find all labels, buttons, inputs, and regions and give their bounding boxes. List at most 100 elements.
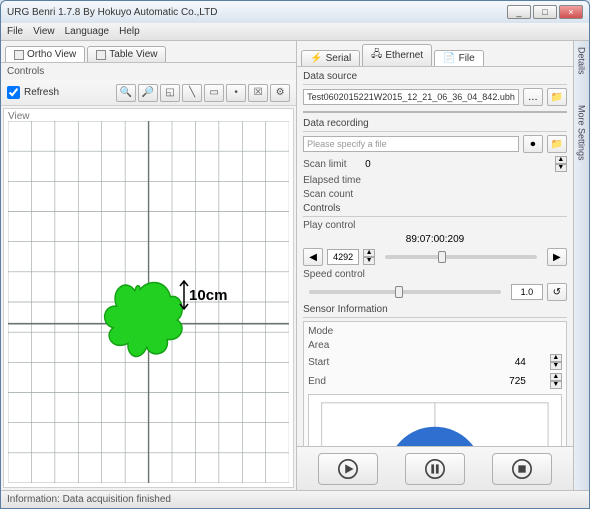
- tab-ethernet[interactable]: 🖧Ethernet: [362, 44, 432, 66]
- side-tabs: Details More Settings: [573, 41, 589, 490]
- end-spinner[interactable]: ▲▼: [550, 373, 562, 389]
- pie-svg: -135(deg)+135(deg): [309, 395, 561, 446]
- sidetab-details[interactable]: Details: [576, 47, 586, 75]
- left-tabs: Ortho View Table View: [1, 41, 296, 63]
- tool-line-button[interactable]: ╲: [182, 84, 202, 102]
- frame-value[interactable]: 4292: [327, 249, 359, 265]
- data-source-title: Data source: [303, 71, 567, 85]
- record-button[interactable]: ⏺: [523, 135, 543, 153]
- tab-serial[interactable]: ⚡Serial: [301, 50, 360, 66]
- menu-bar: File View Language Help: [1, 23, 589, 41]
- tool-rect-button[interactable]: ▭: [204, 84, 224, 102]
- tool-point-button[interactable]: •: [226, 84, 246, 102]
- window-title: URG Benri 1.7.8 By Hokuyo Automatic Co.,…: [7, 7, 507, 18]
- zoom-in-button[interactable]: 🔍: [116, 84, 136, 102]
- open-source-button[interactable]: …: [523, 88, 543, 106]
- zoom-out-button[interactable]: 🔎: [138, 84, 158, 102]
- recording-field[interactable]: Please specify a file: [303, 136, 519, 152]
- file-icon: 📄: [443, 53, 455, 64]
- folder-icon: 📁: [551, 92, 563, 103]
- scan-limit-label: Scan limit: [303, 159, 361, 170]
- tab-file[interactable]: 📄File: [434, 50, 484, 66]
- timestamp-value: 89:07:00:209: [406, 234, 464, 245]
- data-source-field[interactable]: Test0602015221W2015_12_21_06_36_04_842.u…: [303, 89, 519, 105]
- browse-record-button[interactable]: 📁: [547, 135, 567, 153]
- start-value: 44: [370, 357, 546, 368]
- folder-icon-2: 📁: [551, 139, 563, 150]
- zoom-fit-button[interactable]: ◱: [160, 84, 180, 102]
- controls-row: Refresh 🔍 🔎 ◱ ╲ ▭ • ☒ ⚙: [1, 80, 296, 106]
- speed-slider[interactable]: [309, 290, 501, 294]
- elapsed-label: Elapsed time: [303, 175, 361, 186]
- player-controls: [297, 446, 573, 490]
- step-fwd-button[interactable]: ▶: [547, 248, 567, 266]
- tab-serial-label: Serial: [326, 53, 352, 64]
- main-columns: Ortho View Table View Controls Refresh 🔍…: [1, 41, 589, 490]
- start-spinner[interactable]: ▲▼: [550, 354, 562, 370]
- tool-settings-button[interactable]: ⚙: [270, 84, 290, 102]
- browse-source-button[interactable]: 📁: [547, 88, 567, 106]
- speed-slider-row: 1.0 ↺: [303, 283, 567, 301]
- area-diagram: -135(deg)+135(deg): [308, 394, 562, 446]
- app-window: URG Benri 1.7.8 By Hokuyo Automatic Co.,…: [0, 0, 590, 509]
- tab-table-label: Table View: [109, 49, 157, 60]
- menu-file[interactable]: File: [7, 26, 23, 37]
- grid-plot: [8, 121, 289, 483]
- data-recording-row: Please specify a file ⏺ 📁: [303, 135, 567, 153]
- start-label: Start: [308, 357, 366, 368]
- step-back-button[interactable]: ◀: [303, 248, 323, 266]
- left-panel: Ortho View Table View Controls Refresh 🔍…: [1, 41, 297, 490]
- right-panel: ⚡Serial 🖧Ethernet 📄File Data source Test…: [297, 41, 573, 490]
- speed-control-label: Speed control: [303, 269, 567, 280]
- tab-ethernet-label: Ethernet: [385, 50, 423, 61]
- play-button[interactable]: [318, 453, 378, 485]
- frame-slider[interactable]: [385, 255, 537, 259]
- pause-button[interactable]: [405, 453, 465, 485]
- tab-ortho-label: Ortho View: [27, 49, 76, 60]
- data-source-row: Test0602015221W2015_12_21_06_36_04_842.u…: [303, 88, 567, 106]
- sidetab-more[interactable]: More Settings: [576, 105, 586, 161]
- tab-table-view[interactable]: Table View: [87, 46, 166, 62]
- window-buttons: _ □ ×: [507, 5, 583, 19]
- speed-thumb[interactable]: [395, 286, 403, 298]
- connection-tabs: ⚡Serial 🖧Ethernet 📄File: [297, 41, 573, 67]
- record-icon: ⏺: [530, 139, 535, 150]
- sensor-info-box: Mode Area Start44▲▼ End725▲▼ -135(deg)+1…: [303, 321, 567, 446]
- end-label: End: [308, 376, 366, 387]
- close-button[interactable]: ×: [559, 5, 583, 19]
- speed-value[interactable]: 1.0: [511, 284, 543, 300]
- scan-limit-value: 0: [365, 159, 371, 170]
- play-control-label: Play control: [303, 220, 567, 231]
- refresh-label: Refresh: [24, 87, 59, 98]
- refresh-checkbox[interactable]: Refresh: [7, 86, 59, 99]
- scale-label: 10cm: [189, 287, 227, 304]
- tab-ortho-view[interactable]: Ortho View: [5, 46, 85, 62]
- menu-language[interactable]: Language: [65, 26, 110, 37]
- load-progress: [303, 111, 567, 113]
- stop-button[interactable]: [492, 453, 552, 485]
- frame-spinner[interactable]: ▲▼: [363, 249, 375, 265]
- view-toolbar: 🔍 🔎 ◱ ╲ ▭ • ☒ ⚙: [116, 84, 290, 102]
- refresh-check-input[interactable]: [7, 86, 20, 99]
- right-content: Data source Test0602015221W2015_12_21_06…: [297, 67, 573, 446]
- speed-reset-button[interactable]: ↺: [547, 283, 567, 301]
- menu-help[interactable]: Help: [119, 26, 140, 37]
- ortho-view-canvas[interactable]: View 10cm: [3, 108, 294, 488]
- title-bar: URG Benri 1.7.8 By Hokuyo Automatic Co.,…: [1, 1, 589, 23]
- tool-clear-button[interactable]: ☒: [248, 84, 268, 102]
- minimize-button[interactable]: _: [507, 5, 531, 19]
- table-icon: [96, 50, 106, 60]
- controls-heading: Controls: [1, 63, 296, 80]
- sensor-info-title: Sensor Information: [303, 304, 567, 318]
- ethernet-icon: 🖧: [371, 47, 382, 64]
- data-recording-title: Data recording: [303, 118, 567, 132]
- menu-view[interactable]: View: [33, 26, 55, 37]
- end-value: 725: [370, 376, 546, 387]
- status-bar: Information: Data acquisition finished: [1, 490, 589, 508]
- grid-svg: [8, 121, 289, 483]
- frame-thumb[interactable]: [438, 251, 446, 263]
- area-label: Area: [308, 340, 562, 351]
- scan-limit-spinner[interactable]: ▲▼: [555, 156, 567, 172]
- maximize-button[interactable]: □: [533, 5, 557, 19]
- frame-slider-row: ◀ 4292 ▲▼ ▶: [303, 248, 567, 266]
